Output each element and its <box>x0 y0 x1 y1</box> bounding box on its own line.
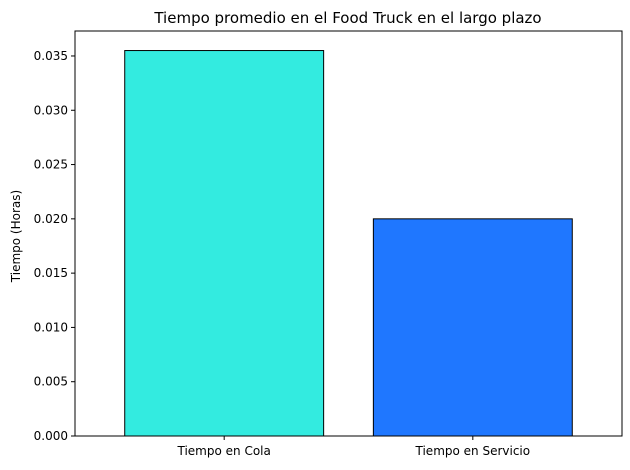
x-axis: Tiempo en Cola Tiempo en Servicio <box>177 436 531 458</box>
bar <box>124 50 325 437</box>
y-tick-label: 0.015 <box>34 266 68 280</box>
bar <box>372 218 573 437</box>
y-tick-label: 0.020 <box>34 212 68 226</box>
y-tick-label: 0.025 <box>34 158 68 172</box>
y-tick-label: 0.035 <box>34 49 68 63</box>
y-tick-label: 0.010 <box>34 320 68 334</box>
y-axis: 0.000 0.005 0.010 0.015 0.020 0.025 0.030 0.035 <box>34 49 75 443</box>
y-tick-label: 0.030 <box>34 103 68 117</box>
x-tick-label: Tiempo en Servicio <box>415 444 531 458</box>
bars <box>124 50 573 437</box>
chart-title: Tiempo promedio en el Food Truck en el l… <box>153 9 541 27</box>
y-tick-label: 0.005 <box>34 375 68 389</box>
y-tick-label: 0.000 <box>34 429 68 443</box>
y-axis-label: Tiempo (Horas) <box>9 190 23 283</box>
x-tick-label: Tiempo en Cola <box>177 444 271 458</box>
plot-area-frame <box>74 30 623 437</box>
